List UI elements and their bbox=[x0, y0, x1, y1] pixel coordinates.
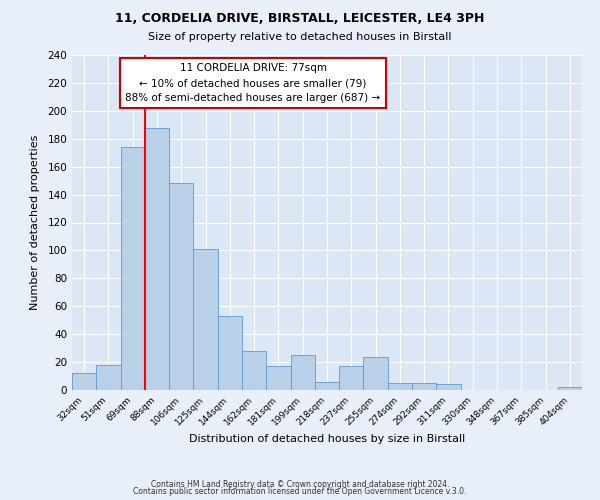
Bar bbox=[96, 365, 121, 390]
Bar bbox=[121, 147, 145, 390]
Bar bbox=[412, 383, 436, 390]
Bar bbox=[266, 366, 290, 390]
Bar bbox=[558, 387, 582, 390]
Text: Contains public sector information licensed under the Open Government Licence v.: Contains public sector information licen… bbox=[133, 488, 467, 496]
Bar bbox=[193, 249, 218, 390]
Bar bbox=[436, 384, 461, 390]
Text: 11 CORDELIA DRIVE: 77sqm
← 10% of detached houses are smaller (79)
88% of semi-d: 11 CORDELIA DRIVE: 77sqm ← 10% of detach… bbox=[125, 64, 380, 103]
Text: Size of property relative to detached houses in Birstall: Size of property relative to detached ho… bbox=[148, 32, 452, 42]
X-axis label: Distribution of detached houses by size in Birstall: Distribution of detached houses by size … bbox=[189, 434, 465, 444]
Bar bbox=[290, 355, 315, 390]
Bar bbox=[218, 316, 242, 390]
Bar bbox=[169, 184, 193, 390]
Bar bbox=[72, 373, 96, 390]
Bar bbox=[364, 356, 388, 390]
Bar bbox=[145, 128, 169, 390]
Bar bbox=[339, 366, 364, 390]
Bar bbox=[388, 383, 412, 390]
Bar bbox=[242, 351, 266, 390]
Y-axis label: Number of detached properties: Number of detached properties bbox=[31, 135, 40, 310]
Text: 11, CORDELIA DRIVE, BIRSTALL, LEICESTER, LE4 3PH: 11, CORDELIA DRIVE, BIRSTALL, LEICESTER,… bbox=[115, 12, 485, 26]
Bar bbox=[315, 382, 339, 390]
Text: Contains HM Land Registry data © Crown copyright and database right 2024.: Contains HM Land Registry data © Crown c… bbox=[151, 480, 449, 489]
